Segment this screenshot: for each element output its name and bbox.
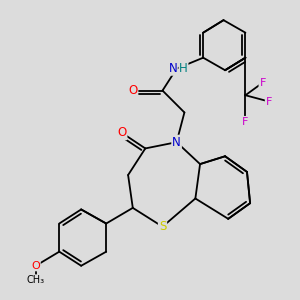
Text: F: F — [242, 117, 249, 127]
Text: F: F — [266, 97, 272, 106]
Text: O: O — [128, 84, 137, 97]
Text: S: S — [159, 220, 166, 233]
Text: F: F — [260, 78, 266, 88]
Text: CH₃: CH₃ — [27, 275, 45, 285]
Text: O: O — [117, 126, 127, 139]
Text: N: N — [169, 62, 177, 75]
Text: H: H — [179, 62, 188, 75]
Text: N: N — [172, 136, 181, 149]
Text: O: O — [32, 261, 40, 271]
